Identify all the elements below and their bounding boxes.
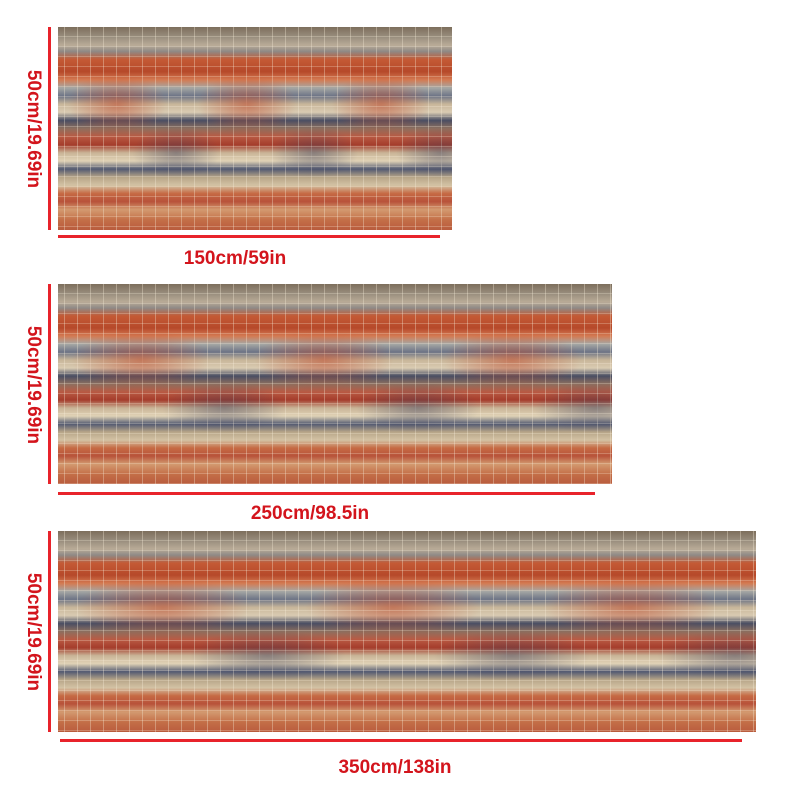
rug-medium-width-label: 250cm/98.5in [250,503,370,524]
rug-large-width-line [60,739,742,742]
rug-small-height-line [48,27,51,230]
rug-medium-height-label: 50cm/19.69in [23,325,44,445]
rug-large-height-label: 50cm/19.69in [23,572,44,692]
rug-small-image [58,27,452,230]
rug-large-image [58,531,756,732]
rug-large-width-label: 350cm/138in [338,757,452,778]
rug-small-height-label: 50cm/19.69in [23,69,44,189]
rug-large-height-line [48,531,51,732]
rug-medium-image [58,284,612,484]
rug-medium-height-line [48,284,51,484]
rug-small-width-label: 150cm/59in [183,248,287,269]
rug-small-width-line [58,235,440,238]
rug-medium-width-line [58,492,595,495]
